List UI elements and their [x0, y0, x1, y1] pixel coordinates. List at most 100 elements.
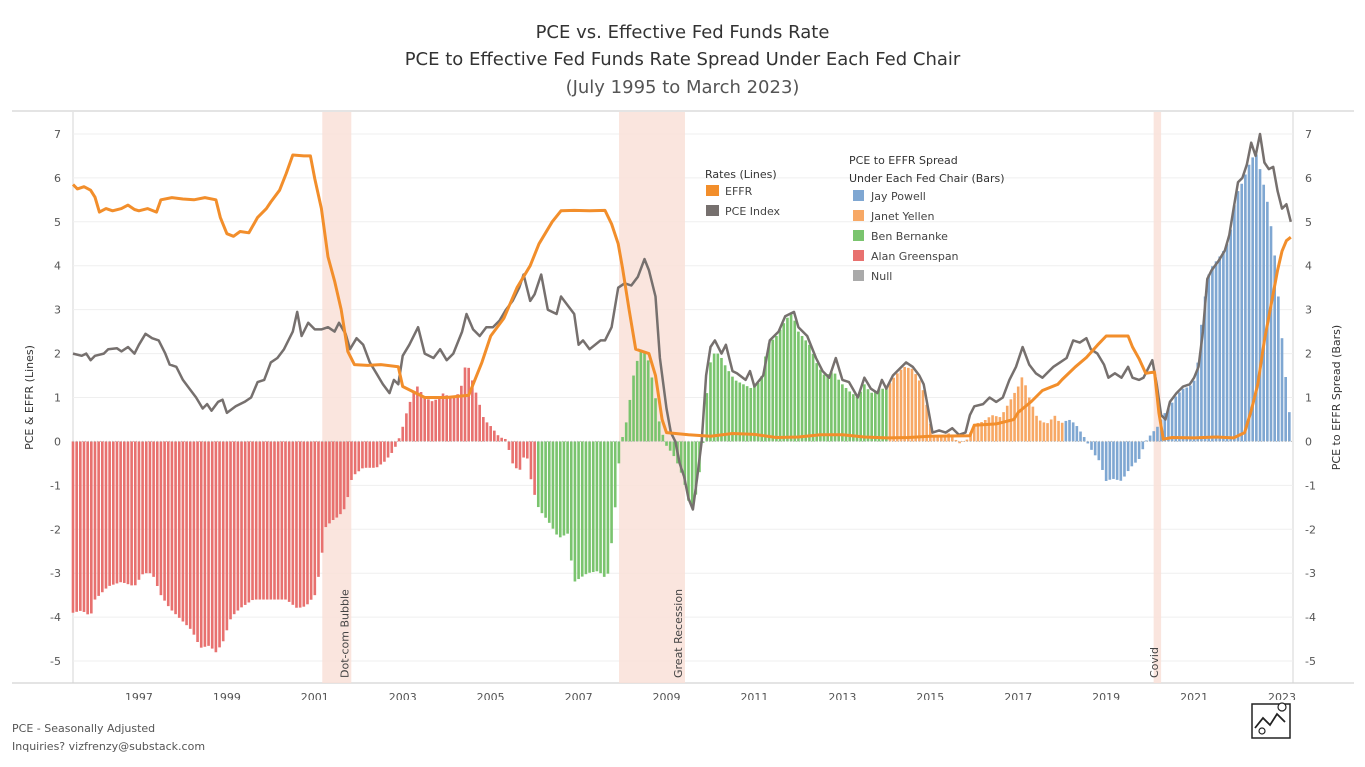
y-tick-label-left: 6 — [54, 172, 61, 185]
spread-bar — [939, 437, 943, 442]
spread-bar — [694, 441, 698, 495]
spread-bar — [434, 399, 438, 442]
spread-bar — [1269, 226, 1273, 442]
spread-bar — [705, 393, 709, 442]
brand-logo-icon — [1251, 702, 1291, 739]
spread-bar — [1031, 406, 1035, 442]
spread-bar — [449, 397, 452, 442]
spread-bar — [320, 441, 324, 553]
spread-bar — [1005, 405, 1009, 442]
spread-bar — [613, 441, 617, 508]
spread-bar — [1178, 392, 1181, 442]
x-tick-label: 2019 — [1092, 691, 1120, 700]
spread-bar — [723, 365, 727, 442]
spread-bar — [93, 441, 97, 600]
spread-bar — [166, 441, 170, 607]
spread-bar — [1273, 255, 1277, 442]
spread-bar — [339, 441, 342, 515]
spread-bar — [1123, 441, 1126, 477]
spread-bar — [709, 362, 712, 442]
spread-bar — [980, 422, 983, 442]
y-tick-label-right: 3 — [1305, 304, 1312, 317]
spread-bar — [254, 441, 258, 600]
spread-bar — [375, 441, 379, 468]
spread-bar — [591, 441, 595, 573]
spread-bar — [229, 441, 232, 620]
spread-bar — [727, 371, 731, 442]
spread-bar — [1192, 380, 1196, 442]
spread-bar — [269, 441, 273, 600]
spread-bar — [672, 441, 676, 457]
spread-bar — [749, 387, 753, 442]
spread-bar — [866, 389, 870, 442]
spread-bar — [97, 441, 100, 596]
spread-bar — [170, 441, 174, 611]
spread-bar — [163, 441, 166, 601]
spread-bar — [82, 441, 86, 612]
spread-bar — [1024, 385, 1027, 442]
spread-bar — [423, 397, 427, 442]
spread-bar — [485, 422, 489, 442]
spread-bar — [764, 356, 767, 442]
spread-bar — [551, 441, 555, 529]
x-tick-label: 1997 — [125, 691, 153, 700]
spread-bar — [1082, 437, 1086, 442]
spread-bar — [588, 441, 591, 573]
spread-bar — [280, 441, 284, 600]
pce-line — [72, 132, 1293, 511]
spread-bar — [540, 441, 544, 514]
spread-bar — [1167, 408, 1170, 442]
footnote: PCE - Seasonally Adjusted — [12, 722, 156, 735]
spread-bar — [357, 441, 361, 472]
spread-bar — [331, 441, 335, 520]
spread-bar — [130, 441, 133, 586]
spread-bar — [243, 441, 247, 605]
spread-bar — [478, 404, 481, 442]
legend-lines-item: PCE Index — [725, 205, 781, 218]
spread-bar — [1104, 441, 1108, 481]
spread-bar — [1071, 422, 1075, 442]
spread-bar — [797, 331, 800, 442]
spread-bar — [291, 441, 295, 605]
spread-bar — [225, 441, 229, 631]
spread-bar — [892, 377, 895, 442]
spread-bar — [518, 441, 522, 470]
y-tick-label-right: 2 — [1305, 348, 1312, 361]
spread-bar — [185, 441, 188, 626]
y-tick-label-left: 1 — [54, 392, 61, 405]
spread-bar — [991, 415, 994, 442]
spread-bar — [577, 441, 580, 580]
spread-bar — [558, 441, 562, 538]
spread-bar — [1079, 431, 1082, 442]
spread-bar — [441, 393, 445, 442]
spread-bar — [1196, 362, 1200, 442]
spread-bar — [390, 441, 394, 453]
spread-bar — [877, 389, 881, 442]
spread-bar — [573, 441, 577, 582]
spread-bar — [745, 386, 749, 442]
spread-bar — [324, 441, 328, 528]
spread-bar — [79, 441, 82, 611]
spread-bar — [665, 441, 668, 446]
spread-bar — [137, 441, 141, 580]
spread-bar — [122, 441, 126, 583]
contact-line: Inquiries? vizfrenzy@substack.com — [12, 740, 206, 753]
y-tick-label-right: -2 — [1305, 523, 1316, 536]
spread-bar — [511, 441, 514, 464]
spread-bar — [815, 363, 819, 442]
recession-label: Covid — [1148, 647, 1161, 678]
spread-bar — [493, 430, 496, 442]
spread-bar — [841, 384, 844, 442]
spread-bar — [218, 441, 221, 648]
spread-bar — [742, 384, 745, 442]
spread-bar — [1148, 435, 1152, 442]
spread-bar — [1108, 441, 1112, 480]
spread-bar — [361, 441, 364, 469]
spread-bar — [533, 441, 536, 495]
spread-bar — [438, 396, 441, 442]
spread-bar — [445, 395, 449, 442]
spread-bar — [885, 388, 888, 442]
y-tick-label-left: 0 — [54, 435, 61, 448]
spread-bar — [1218, 256, 1222, 442]
spread-bar — [1200, 324, 1203, 442]
